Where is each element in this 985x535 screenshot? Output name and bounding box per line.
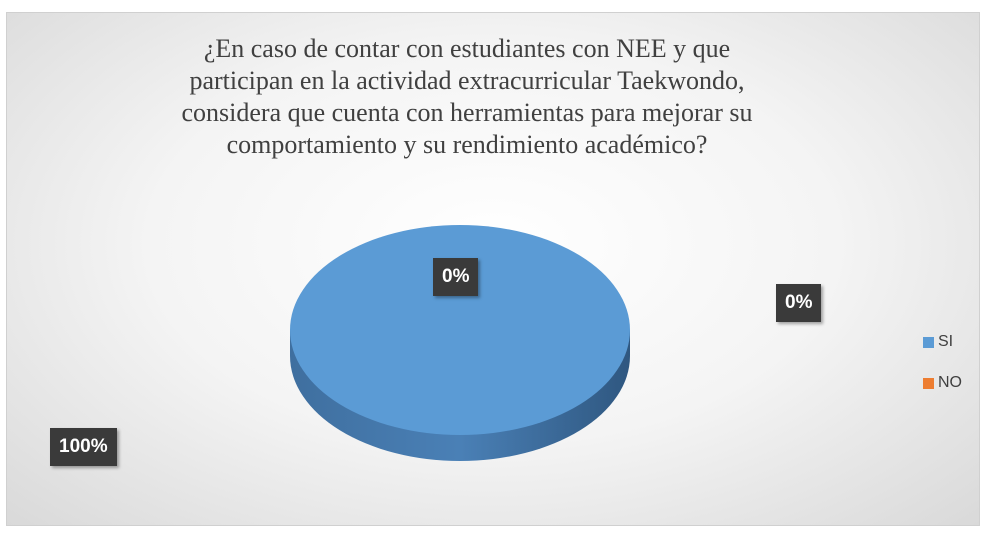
data-label: 100% bbox=[50, 428, 117, 466]
legend-swatch bbox=[923, 377, 934, 389]
slice-part bbox=[290, 225, 630, 435]
legend-swatch bbox=[923, 336, 934, 348]
legend-label: NO bbox=[938, 374, 962, 391]
legend-label: SI bbox=[938, 333, 954, 350]
data-label: 0% bbox=[776, 284, 822, 322]
legend-item: SI bbox=[923, 333, 953, 351]
chart-title: ¿En caso de contar con estudiantes con N… bbox=[181, 34, 753, 159]
data-label: 0% bbox=[433, 258, 479, 296]
legend-item: NO bbox=[923, 374, 962, 392]
slice bbox=[290, 225, 630, 461]
